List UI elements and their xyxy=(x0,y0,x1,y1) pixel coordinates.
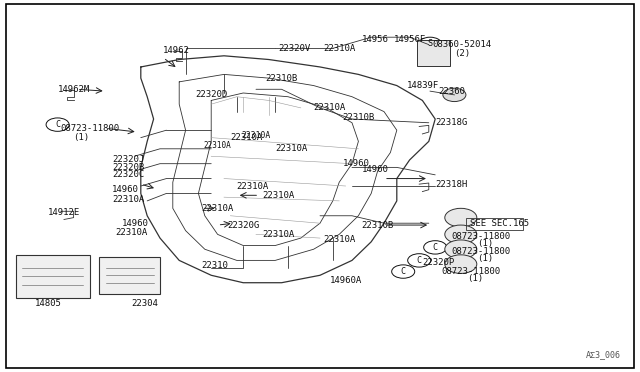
Text: C: C xyxy=(417,256,422,265)
Text: 22310A: 22310A xyxy=(112,195,144,203)
Bar xyxy=(16,255,90,298)
Text: 22310A: 22310A xyxy=(323,235,355,244)
Text: 14960: 14960 xyxy=(122,219,148,228)
Text: (1): (1) xyxy=(74,133,90,142)
Text: 14960A: 14960A xyxy=(330,276,362,285)
Text: (2): (2) xyxy=(454,49,470,58)
Circle shape xyxy=(445,225,477,244)
Text: 14839F: 14839F xyxy=(406,81,438,90)
Text: 22310B: 22310B xyxy=(362,221,394,230)
Text: 22310A: 22310A xyxy=(314,103,346,112)
Text: 22310A: 22310A xyxy=(262,191,294,200)
Text: 22310A: 22310A xyxy=(204,141,232,150)
Text: 22310A: 22310A xyxy=(115,228,147,237)
Text: 14805: 14805 xyxy=(35,299,62,308)
Text: 14960: 14960 xyxy=(112,185,139,194)
Text: 22304: 22304 xyxy=(131,299,158,308)
Text: 22310: 22310 xyxy=(202,262,228,270)
Text: 22310A: 22310A xyxy=(275,144,307,153)
Text: 22310A: 22310A xyxy=(202,204,234,213)
Text: 22318H: 22318H xyxy=(435,180,467,189)
Circle shape xyxy=(445,255,477,273)
Text: 14962M: 14962M xyxy=(58,85,90,94)
Text: 22310A: 22310A xyxy=(262,230,294,239)
Text: 22310A: 22310A xyxy=(237,182,269,190)
Text: S: S xyxy=(428,39,433,48)
FancyBboxPatch shape xyxy=(417,40,450,66)
Text: 14960: 14960 xyxy=(362,165,388,174)
Text: 22320D: 22320D xyxy=(195,90,227,99)
Text: 08723-11800: 08723-11800 xyxy=(451,232,510,241)
Text: 22310B: 22310B xyxy=(342,113,374,122)
Text: C: C xyxy=(55,120,60,129)
Text: 22310A: 22310A xyxy=(230,133,262,142)
Bar xyxy=(99,257,160,294)
Text: SEE SEC.165: SEE SEC.165 xyxy=(470,219,529,228)
Text: 22360: 22360 xyxy=(438,87,465,96)
Text: 22320B: 22320B xyxy=(112,163,144,172)
Circle shape xyxy=(445,240,477,259)
Text: 22310A: 22310A xyxy=(323,44,355,53)
Text: (1): (1) xyxy=(467,275,483,283)
Text: (1): (1) xyxy=(477,254,493,263)
Text: C: C xyxy=(401,267,406,276)
Circle shape xyxy=(445,208,477,227)
Text: 22320G: 22320G xyxy=(227,221,259,230)
Text: 22320V: 22320V xyxy=(278,44,310,53)
Text: 14956F: 14956F xyxy=(394,35,426,44)
Text: 22318G: 22318G xyxy=(435,118,467,127)
Circle shape xyxy=(443,88,466,102)
Text: 08723-11800: 08723-11800 xyxy=(451,247,510,256)
Text: 08360-52014: 08360-52014 xyxy=(432,40,491,49)
Text: 14962: 14962 xyxy=(163,46,190,55)
Text: AΣ3_006: AΣ3_006 xyxy=(586,350,621,359)
Text: 14912E: 14912E xyxy=(48,208,80,217)
Text: 22320J: 22320J xyxy=(112,155,144,164)
Text: 22320P: 22320P xyxy=(422,258,454,267)
Text: 22320C: 22320C xyxy=(112,170,144,179)
Text: 22310B: 22310B xyxy=(266,74,298,83)
Text: 08723-11800: 08723-11800 xyxy=(442,267,500,276)
Text: 14960: 14960 xyxy=(342,159,369,168)
Text: 22310A: 22310A xyxy=(241,131,271,140)
Text: 14956: 14956 xyxy=(362,35,388,44)
Text: C: C xyxy=(433,243,438,252)
Text: (1): (1) xyxy=(477,239,493,248)
Text: 08723-11800: 08723-11800 xyxy=(61,124,120,133)
